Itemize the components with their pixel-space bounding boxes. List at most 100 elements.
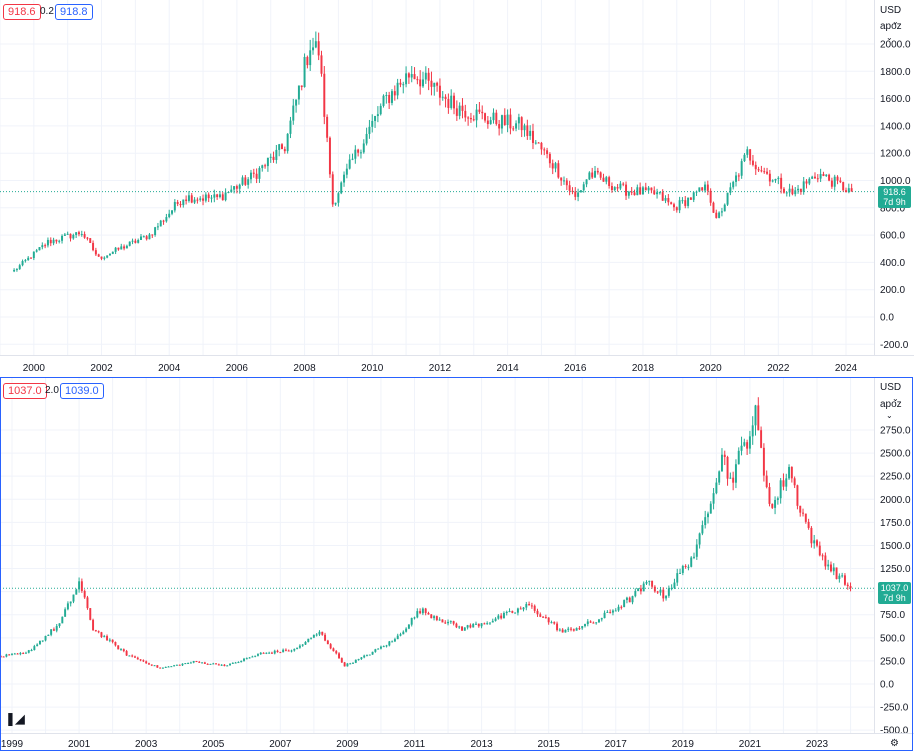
pane2-bid-price[interactable]: 1037.0 xyxy=(3,383,47,399)
pane1-candle-body xyxy=(125,245,128,249)
pane2-x-tick-label: 2007 xyxy=(269,739,292,750)
pane1-y-tick-label: 2000.0 xyxy=(880,40,911,51)
pane2-candle-body xyxy=(558,629,561,631)
pane1-candle-body xyxy=(422,79,424,87)
pane1-y-tick-label: 1200.0 xyxy=(880,149,911,160)
pane2-candle-body xyxy=(776,498,779,500)
pane2-candle-body xyxy=(505,611,508,614)
pane1-candle-body xyxy=(554,163,557,169)
pane1-candle-body xyxy=(828,174,831,181)
pane2-focus-border xyxy=(0,377,913,751)
pane1-candle-body xyxy=(489,120,492,125)
pane2-candle-body xyxy=(511,611,514,613)
pane2-candle-body xyxy=(609,611,612,613)
pane1-y-tick-label: -200.0 xyxy=(880,340,909,351)
pane2-candle-body xyxy=(754,405,757,426)
pane1-candle-body xyxy=(579,190,582,193)
pane2-candle-body xyxy=(393,639,396,642)
pane1-candle-body xyxy=(345,168,348,175)
pane1-candle-body xyxy=(768,173,771,182)
pane2-candle-body xyxy=(723,454,726,457)
pane1-candle-body xyxy=(594,170,597,178)
pane2-candle-body xyxy=(676,573,679,583)
pane1-candle-body xyxy=(41,245,44,248)
pane1-candle-body xyxy=(75,232,78,235)
pane1-candle-body xyxy=(156,226,159,228)
pane2-candle-body xyxy=(312,634,315,638)
pane2-candle-body xyxy=(458,626,461,628)
pane2-candle-body xyxy=(774,499,777,508)
pane2-candle-body xyxy=(637,588,640,592)
pane2-candle-body xyxy=(416,611,419,618)
pane1-candle-body xyxy=(351,158,354,160)
pane2-candle-body xyxy=(659,589,662,593)
pane2-candle-body xyxy=(368,654,371,656)
pane1-candle-body xyxy=(52,239,55,244)
pane1-candle-body xyxy=(314,41,317,48)
pane1-candle-body xyxy=(498,124,501,129)
pane2-candle-body xyxy=(150,664,153,666)
pane1-candle-body xyxy=(709,190,712,203)
pane1-candle-body xyxy=(86,237,89,239)
pane2-candle-body xyxy=(572,629,575,631)
pane2-candle-body xyxy=(617,606,620,611)
pane2-candle-body xyxy=(530,605,533,607)
pane1-candle-body xyxy=(813,176,816,179)
pane2-scale-mode-button[interactable]: apoz ⌄ xyxy=(880,399,914,421)
tradingview-logo-icon[interactable]: ❚◢ xyxy=(5,712,25,727)
pane1-ask-price[interactable]: 918.8 xyxy=(55,4,93,20)
pane2-candle-body xyxy=(765,475,768,488)
pane1-candle-body xyxy=(210,197,213,199)
pane2-candle-body xyxy=(161,667,164,669)
pane2-candle-body xyxy=(508,611,511,613)
pane2-candle-body xyxy=(273,650,276,654)
settings-gear-icon[interactable]: ⚙ xyxy=(890,738,899,749)
pane2-x-tick-label: 2021 xyxy=(739,739,762,750)
pane2-candle-body xyxy=(402,631,405,635)
pane2-candle-body xyxy=(693,556,695,558)
pane1-candle-body xyxy=(495,112,498,125)
pane1-candle-body xyxy=(410,74,413,78)
pane1-candle-body xyxy=(845,190,847,193)
pane2-candle-body xyxy=(385,645,388,647)
pane1-x-tick-label: 2004 xyxy=(158,363,181,374)
pane1-candle-body xyxy=(103,257,106,259)
pane2-candle-body xyxy=(117,645,120,650)
pane2-candle-body xyxy=(435,616,438,620)
pane2-candle-body xyxy=(651,580,654,587)
pane2-candle-body xyxy=(441,619,444,623)
pane2-candle-body xyxy=(173,665,176,667)
pane2-candle-body xyxy=(298,645,301,648)
chevron-down-icon: ⌄ xyxy=(886,33,893,42)
pane1-candle-body xyxy=(749,149,752,161)
pane2-candle-body xyxy=(743,442,746,446)
pane1-scale-mode-button[interactable]: apoz ⌄ xyxy=(880,21,914,43)
pane2-ask-price[interactable]: 1039.0 xyxy=(60,383,104,399)
pane2-candle-body xyxy=(623,600,626,607)
pane1-candle-body xyxy=(458,105,461,116)
pane2-candle-body xyxy=(83,590,86,598)
pane2-currency-button[interactable]: USD ⌄ xyxy=(880,382,914,404)
pane1-candle-body xyxy=(357,149,360,153)
pane1-candle-body xyxy=(605,177,608,182)
pane1-candle-body xyxy=(376,114,379,117)
pane1-candle-body xyxy=(187,195,190,201)
pane2-candle-body xyxy=(36,644,39,647)
pane2-y-tick-label: 250.0 xyxy=(880,656,905,667)
pane1-candle-body xyxy=(162,220,165,222)
pane1-candle-body xyxy=(297,85,300,100)
pane2-candle-body xyxy=(391,641,394,643)
pane1-bid-price[interactable]: 918.6 xyxy=(3,4,41,20)
pane2-candle-body xyxy=(480,623,483,627)
pane1-currency-button[interactable]: USD ⌄ xyxy=(880,5,914,27)
pane1-candle-body xyxy=(264,165,267,167)
pane2-candle-body xyxy=(326,640,329,645)
pane1-candle-body xyxy=(30,257,33,259)
pane2-y-tick-label: 2750.0 xyxy=(880,426,911,437)
pane1-candle-body xyxy=(678,200,681,211)
pane1-x-tick-label: 2020 xyxy=(700,363,723,374)
pane1-candle-body xyxy=(656,192,659,195)
pane2-candle-body xyxy=(396,635,399,640)
pane2-candle-body xyxy=(502,613,505,619)
